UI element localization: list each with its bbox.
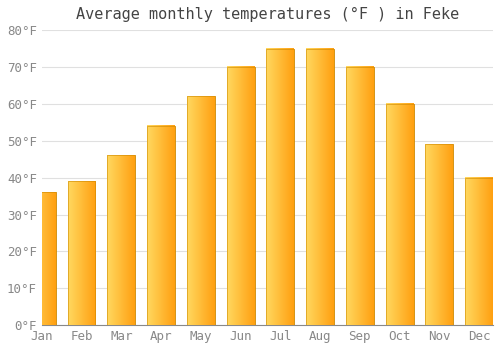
Bar: [147, 126, 175, 325]
Bar: [386, 104, 413, 325]
Bar: [68, 181, 96, 325]
Bar: [465, 178, 493, 325]
Bar: [147, 126, 175, 325]
Bar: [266, 49, 294, 325]
Bar: [226, 67, 254, 325]
Bar: [306, 49, 334, 325]
Bar: [266, 49, 294, 325]
Bar: [28, 193, 56, 325]
Bar: [346, 67, 374, 325]
Bar: [426, 145, 454, 325]
Bar: [108, 155, 135, 325]
Bar: [426, 145, 454, 325]
Bar: [68, 181, 96, 325]
Bar: [28, 193, 56, 325]
Bar: [465, 178, 493, 325]
Bar: [306, 49, 334, 325]
Bar: [187, 97, 215, 325]
Bar: [386, 104, 413, 325]
Bar: [108, 155, 135, 325]
Bar: [187, 97, 215, 325]
Title: Average monthly temperatures (°F ) in Feke: Average monthly temperatures (°F ) in Fe…: [76, 7, 459, 22]
Bar: [346, 67, 374, 325]
Bar: [226, 67, 254, 325]
